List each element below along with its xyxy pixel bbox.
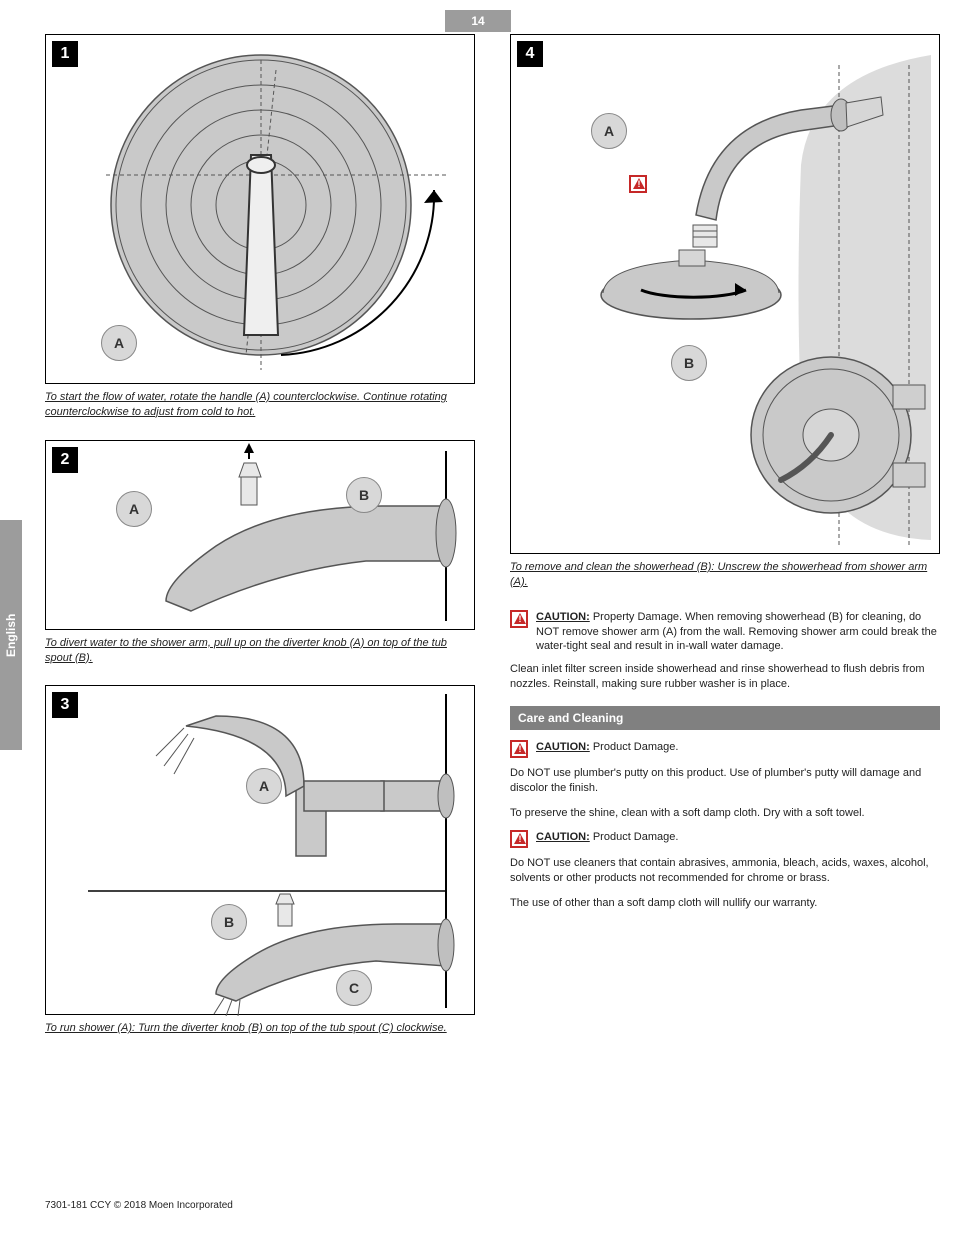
care-body-1: Do NOT use plumber's putty on this produ… bbox=[510, 766, 940, 796]
step3-number: 3 bbox=[52, 692, 78, 718]
step4-callout-b: B bbox=[671, 345, 707, 381]
step4-caption: To remove and clean the showerhead (B): … bbox=[510, 560, 940, 590]
warning-triangle-icon bbox=[510, 830, 528, 848]
step1-diagram: 1 A bbox=[45, 34, 475, 384]
step3-svg bbox=[46, 686, 476, 1016]
step1-callout-a: A bbox=[101, 325, 137, 361]
caution-label: CAUTION: bbox=[536, 831, 590, 843]
step2-number: 2 bbox=[52, 447, 78, 473]
step4-svg bbox=[511, 35, 941, 555]
step3-caption: To run shower (A): Turn the diverter kno… bbox=[45, 1021, 475, 1036]
care-caution-1: CAUTION: Product Damage. bbox=[510, 740, 940, 758]
left-column: 1 A To start the flow of water, rotate t… bbox=[45, 34, 475, 1056]
caution-label: CAUTION: bbox=[536, 611, 590, 623]
step4-callout-a: A bbox=[591, 113, 627, 149]
caution-text: Product Damage. bbox=[593, 831, 679, 843]
footer-text: 7301-181 CCY © 2018 Moen Incorporated bbox=[45, 1200, 233, 1211]
step2-caption: To divert water to the shower arm, pull … bbox=[45, 636, 475, 666]
step1-number: 1 bbox=[52, 41, 78, 67]
step4-diagram: 4 bbox=[510, 34, 940, 554]
caution-icon-inline bbox=[629, 175, 651, 193]
language-tab: English bbox=[0, 520, 22, 750]
caution-text: Property Damage. When removing showerhea… bbox=[536, 611, 937, 653]
care-body-3: Do NOT use cleaners that contain abrasiv… bbox=[510, 856, 940, 886]
step2-callout-a: A bbox=[116, 491, 152, 527]
page-number-tab: 14 bbox=[445, 10, 511, 32]
care-body-4: The use of other than a soft damp cloth … bbox=[510, 896, 940, 911]
care-section-title: Care and Cleaning bbox=[510, 706, 940, 730]
caution-text: Product Damage. bbox=[593, 741, 679, 753]
warning-triangle-icon bbox=[510, 610, 528, 628]
warning-triangle-icon bbox=[510, 740, 528, 758]
step3-diagram: 3 A B C bbox=[45, 685, 475, 1015]
caution-label: CAUTION: bbox=[536, 741, 590, 753]
right-column: 4 bbox=[510, 34, 940, 921]
step4-number: 4 bbox=[517, 41, 543, 67]
step1-caption: To start the flow of water, rotate the h… bbox=[45, 390, 475, 420]
care-body-2: To preserve the shine, clean with a soft… bbox=[510, 806, 940, 821]
step2-svg bbox=[46, 441, 476, 631]
care-caution-2: CAUTION: Product Damage. bbox=[510, 830, 940, 848]
step4-body: Clean inlet filter screen inside showerh… bbox=[510, 662, 940, 692]
step4-warning: CAUTION: Property Damage. When removing … bbox=[510, 610, 940, 655]
step2-callout-b: B bbox=[346, 477, 382, 513]
step2-diagram: 2 A B bbox=[45, 440, 475, 630]
warning-triangle-icon bbox=[629, 175, 647, 193]
